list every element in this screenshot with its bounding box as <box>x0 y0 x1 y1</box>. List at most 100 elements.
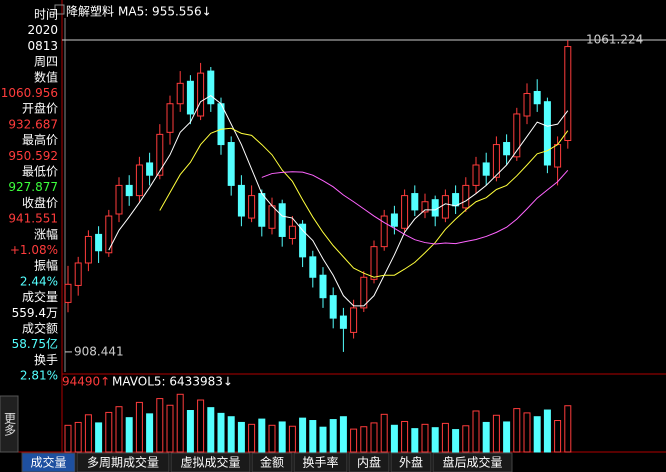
tab-label[interactable]: 金额 <box>260 455 284 470</box>
candle-body <box>513 113 521 158</box>
tab-label[interactable]: 内盘 <box>357 455 381 470</box>
candle-body <box>554 144 562 168</box>
candle-body <box>278 203 286 237</box>
candle-body <box>237 184 245 217</box>
volume-bar <box>248 423 256 453</box>
volume-bar <box>309 420 317 453</box>
volume-bar <box>146 413 154 453</box>
candle-body <box>197 72 205 117</box>
tab[interactable] <box>170 452 251 472</box>
ma-line <box>159 127 569 278</box>
tab-label[interactable]: 多周期成交量 <box>87 455 159 470</box>
info-text: 最低价 <box>22 165 58 179</box>
tab[interactable] <box>390 452 432 472</box>
candle-body <box>166 103 174 133</box>
volume-bar <box>482 421 490 453</box>
info-text: 换手 <box>34 353 58 367</box>
volume-bar <box>84 414 92 453</box>
volume-bar <box>64 424 72 453</box>
volume-bar <box>125 417 133 453</box>
candle-body <box>462 184 470 209</box>
candle-body <box>309 256 317 278</box>
volume-bar <box>431 427 439 453</box>
tab[interactable] <box>76 452 170 472</box>
volume-bar <box>135 401 143 453</box>
volume-bar <box>380 413 388 453</box>
volume-bar <box>421 423 429 453</box>
low-marker: 908.441 <box>74 344 124 358</box>
info-text: 成交量 <box>22 289 58 304</box>
volume-bar <box>207 407 215 453</box>
volume-bar <box>543 409 551 453</box>
volume-bar <box>564 405 572 453</box>
candle-body <box>105 215 113 254</box>
info-text: 932.687 <box>8 117 58 131</box>
close-icon[interactable] <box>54 4 65 15</box>
volume-bar <box>197 399 205 453</box>
tab-label[interactable]: 换手率 <box>302 455 338 470</box>
candle-body <box>401 195 409 229</box>
volume-bar <box>176 393 184 453</box>
volume-bar <box>370 422 378 453</box>
volume-bar <box>452 429 460 453</box>
info-text: 振幅 <box>34 258 58 273</box>
candle-body <box>156 133 164 176</box>
volume-bar <box>523 412 531 453</box>
high-marker: 1061.224 <box>586 32 643 46</box>
tab[interactable] <box>251 452 293 472</box>
candle-body <box>411 193 419 211</box>
volume-bar <box>554 420 562 453</box>
tab-label[interactable]: 盘后成交量 <box>442 455 502 470</box>
volume-bar <box>227 416 235 453</box>
volume-bar <box>339 416 347 453</box>
tab-label[interactable]: 外盘 <box>399 455 423 470</box>
info-text: 2.44% <box>20 274 58 288</box>
more-label[interactable]: 更多 <box>3 412 17 437</box>
stock-name: 降解塑料 <box>66 4 114 19</box>
volume-bar <box>319 426 327 453</box>
info-text: 927.877 <box>8 180 58 194</box>
volume-label: 94490↑ <box>62 375 110 389</box>
volume-bar <box>288 425 296 453</box>
more-button[interactable] <box>0 395 19 453</box>
info-text: 成交额 <box>22 321 58 336</box>
tab[interactable] <box>432 452 513 472</box>
candle-body <box>268 205 276 229</box>
candle-body <box>452 193 460 207</box>
tab[interactable] <box>293 452 348 472</box>
tab-label[interactable]: 成交量 <box>30 455 66 470</box>
candle-body <box>146 162 154 176</box>
tab-label[interactable]: 虚拟成交量 <box>180 455 240 470</box>
candle-body <box>299 223 307 258</box>
volume-bar <box>156 398 164 453</box>
info-text: 58.75亿 <box>12 336 58 351</box>
candle-body <box>543 101 551 166</box>
volume-bar <box>217 412 225 453</box>
info-text: 0813 <box>27 39 58 53</box>
volume-bar <box>441 422 449 453</box>
info-text: 涨幅 <box>34 226 58 241</box>
candle-body <box>431 199 439 217</box>
tab[interactable] <box>21 452 76 472</box>
info-text: +1.08% <box>10 243 58 257</box>
volume-bar <box>186 410 194 453</box>
volume-bar <box>268 424 276 453</box>
candle-body <box>523 93 531 117</box>
candle-body <box>217 103 225 146</box>
volume-bar <box>492 414 500 453</box>
tab[interactable] <box>348 452 390 472</box>
candle-body <box>329 295 337 319</box>
candle-body <box>350 307 358 333</box>
info-text: 周四 <box>34 55 58 69</box>
candle-body <box>339 315 347 329</box>
candle-body <box>564 46 572 141</box>
candle-body <box>533 90 541 105</box>
volume-bar <box>237 421 245 453</box>
candle-body <box>207 70 215 105</box>
info-text: 559.4万 <box>12 306 58 320</box>
candle-body <box>482 162 490 176</box>
candle-body <box>492 144 500 178</box>
candle-body <box>370 246 378 280</box>
